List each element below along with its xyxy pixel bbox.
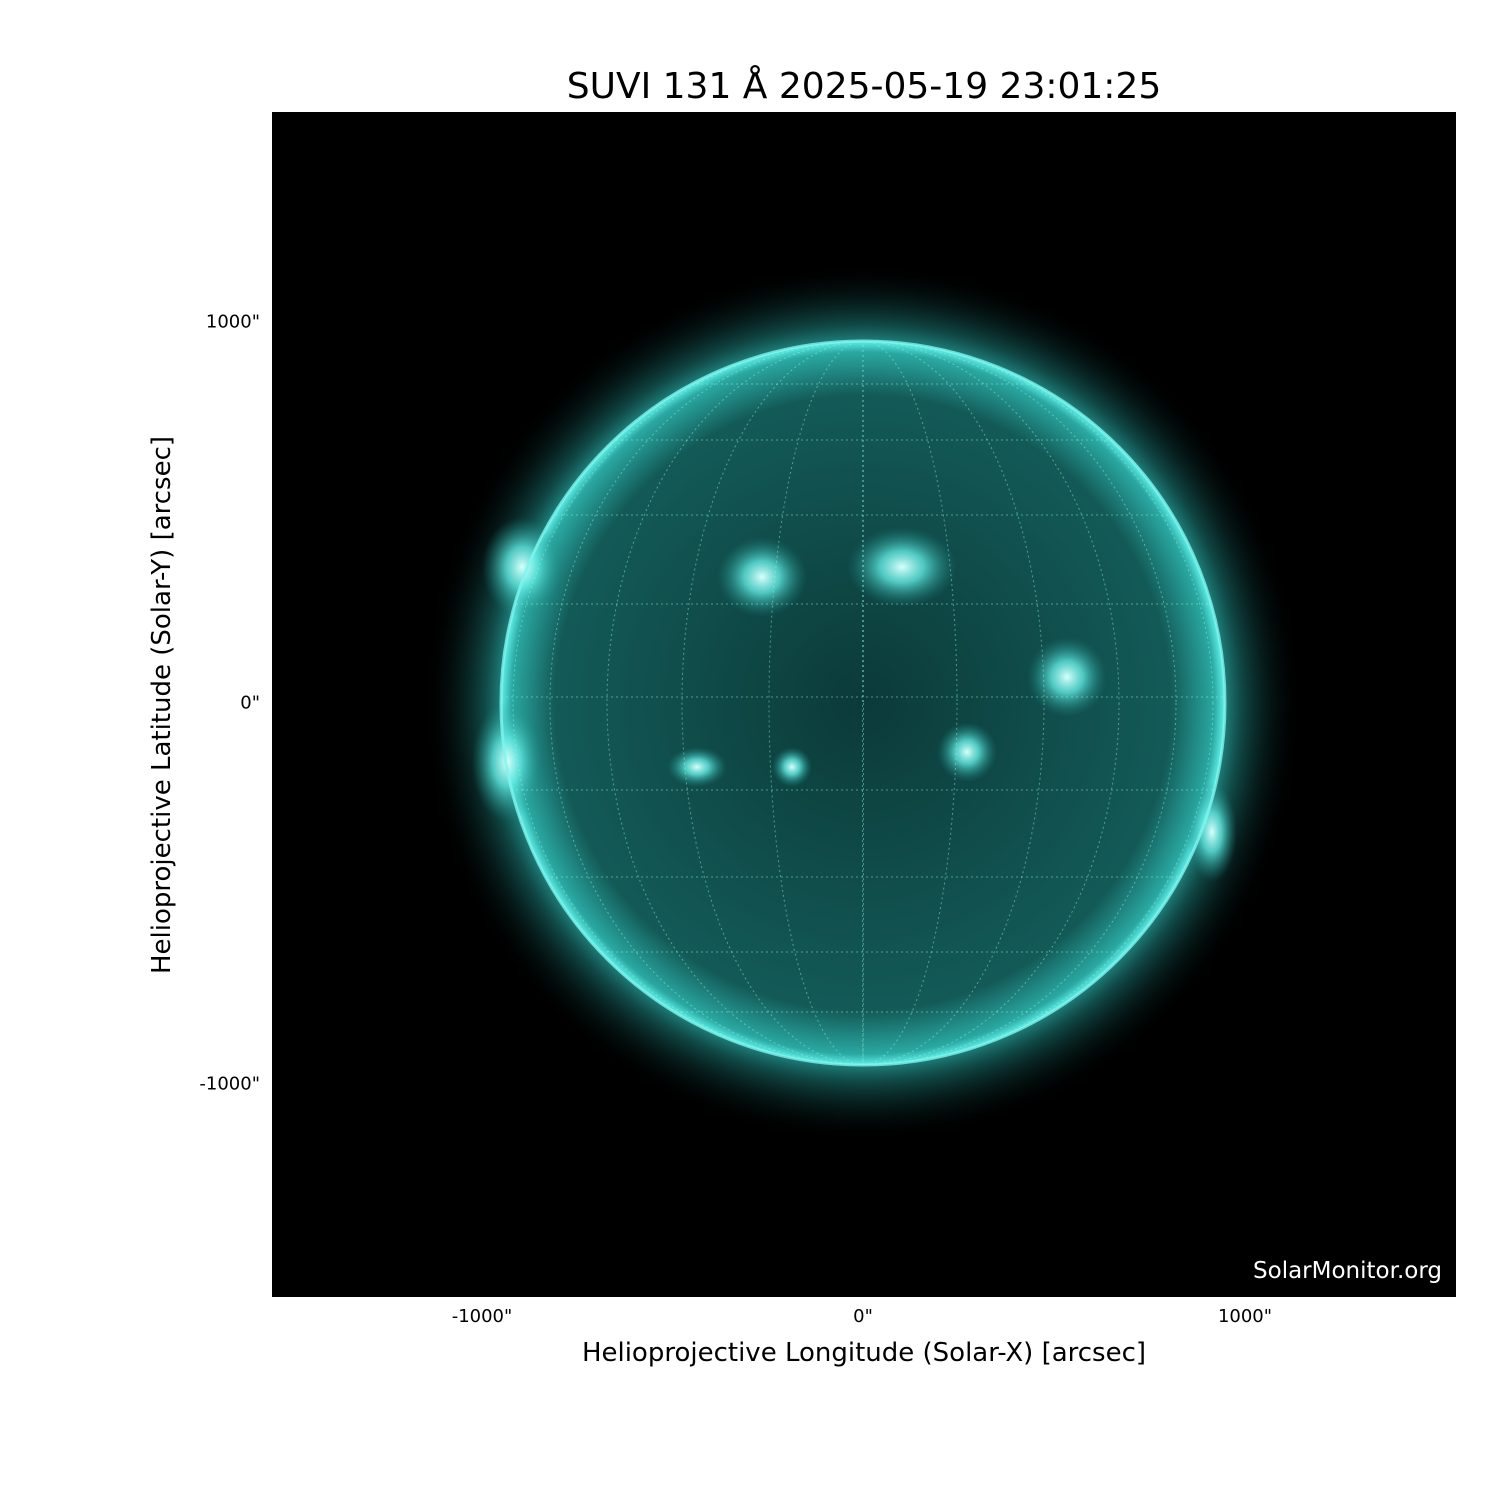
solar-image (272, 112, 1456, 1297)
sun-image-svg (272, 112, 1456, 1297)
y-tick-label: -1000" (199, 1073, 260, 1095)
active-region (1027, 637, 1107, 717)
active-region (772, 747, 812, 787)
active-region (937, 722, 997, 782)
x-tick-label: 0" (853, 1306, 873, 1327)
watermark: SolarMonitor.org (1253, 1258, 1442, 1284)
active-regions (472, 517, 1237, 882)
active-region (847, 527, 957, 607)
y-axis-label: Helioprojective Latitude (Solar-Y) [arcs… (147, 435, 177, 975)
limb-bright-region (482, 517, 562, 617)
x-tick-label: -1000" (451, 1306, 513, 1327)
x-tick-label: 1000" (1217, 1306, 1273, 1327)
y-tick-label: 1000" (205, 311, 260, 333)
limb-bright-region (1187, 782, 1237, 882)
active-region (717, 537, 807, 617)
active-region (667, 747, 727, 787)
plot-title: SUVI 131 Å 2025-05-19 23:01:25 (566, 66, 1162, 107)
y-tick-label: 0" (240, 692, 260, 714)
limb (499, 339, 1227, 1067)
x-axis-label: Helioprojective Longitude (Solar-X) [arc… (581, 1338, 1147, 1368)
solar-disk (501, 341, 1225, 1065)
